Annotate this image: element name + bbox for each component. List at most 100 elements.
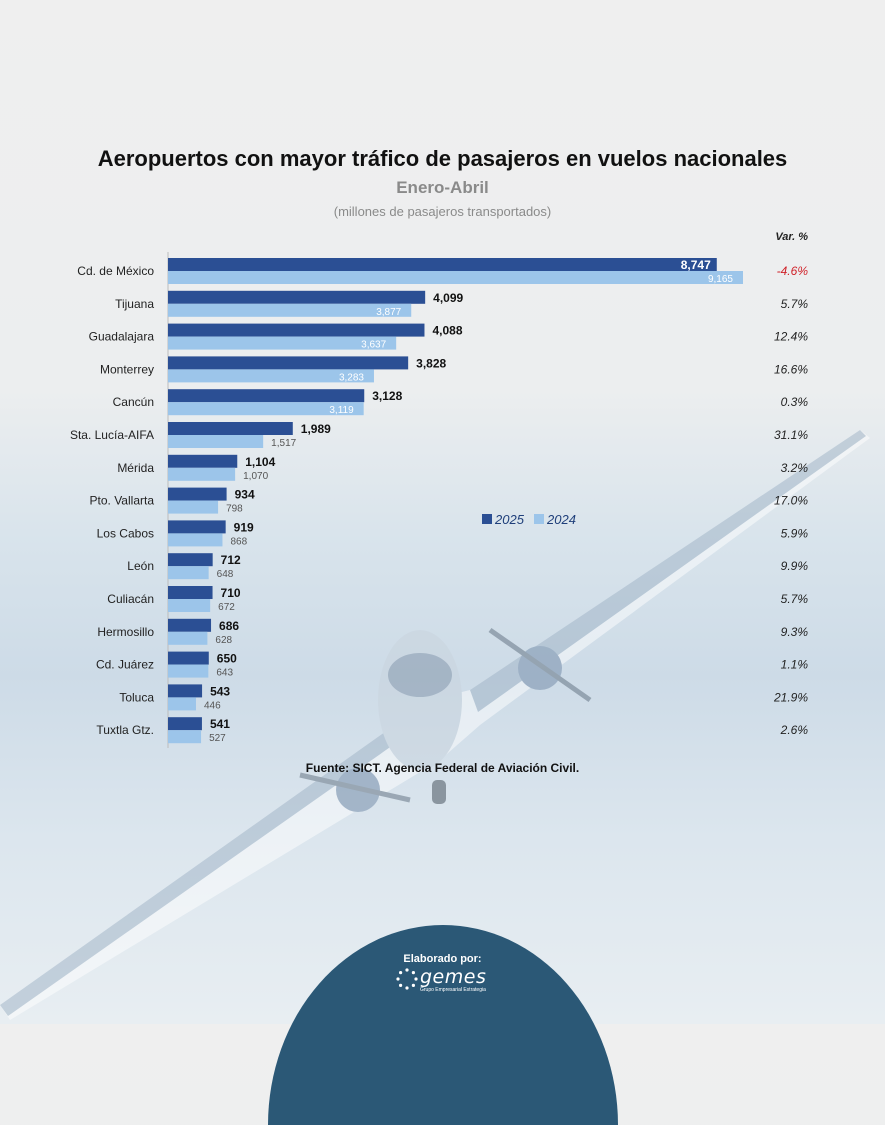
category-label: Hermosillo xyxy=(97,625,154,639)
variation-value: 12.4% xyxy=(774,330,808,344)
bar-2024 xyxy=(168,435,264,448)
data-label-2025: 1,989 xyxy=(301,422,331,436)
variation-value: 16.6% xyxy=(774,362,808,376)
data-label-2024: 3,283 xyxy=(339,372,364,383)
data-label-2024: 446 xyxy=(204,700,221,711)
data-label-2025: 710 xyxy=(221,586,241,600)
variation-value: 5.7% xyxy=(781,297,809,311)
category-label: Mérida xyxy=(117,461,154,475)
bar-2025 xyxy=(168,454,238,468)
bar-chart: Cd. de México 8,747 9,165 -4.6% Tijuana 4,099… xyxy=(70,252,809,748)
variation-value: 5.9% xyxy=(781,526,809,540)
bar-2024 xyxy=(168,271,743,284)
category-label: Los Cabos xyxy=(97,526,154,540)
category-label: Pto. Vallarta xyxy=(90,494,155,508)
gemes-logo-text: gemes xyxy=(420,966,487,988)
category-label: Tuxtla Gtz. xyxy=(96,723,154,737)
legend-swatch-2025 xyxy=(482,514,492,524)
bar-2024 xyxy=(168,533,223,547)
variation-value: 1.1% xyxy=(781,658,809,672)
variation-value: 0.3% xyxy=(781,395,809,409)
bar-2024 xyxy=(168,697,196,711)
data-label-2025: 4,088 xyxy=(432,324,462,338)
bar-2024 xyxy=(168,599,211,612)
bar-2024 xyxy=(168,631,208,645)
data-label-2024: 648 xyxy=(217,569,234,580)
legend-label-2025: 2025 xyxy=(494,512,525,527)
variation-value: 31.1% xyxy=(774,428,808,442)
data-label-2024: 3,119 xyxy=(329,405,354,416)
variation-value: 9.9% xyxy=(781,559,809,573)
data-label-2025: 1,104 xyxy=(245,455,275,469)
legend-label-2024: 2024 xyxy=(546,512,576,527)
data-label-2024: 643 xyxy=(216,668,233,679)
bar-2025 xyxy=(168,323,425,337)
category-label: Sta. Lucía-AIFA xyxy=(70,428,154,442)
bar-2024 xyxy=(168,402,364,416)
data-label-2025: 712 xyxy=(221,553,241,567)
variation-value: -4.6% xyxy=(777,264,809,278)
data-label-2025: 919 xyxy=(234,520,254,534)
data-label-2025: 543 xyxy=(210,684,230,698)
data-label-2024: 9,165 xyxy=(708,274,733,285)
category-label: Culiacán xyxy=(107,592,154,606)
data-label-2024: 1,517 xyxy=(271,438,296,449)
data-label-2025: 3,128 xyxy=(372,389,402,403)
bar-2025 xyxy=(168,651,209,665)
bar-2024 xyxy=(168,730,202,744)
bar-2025 xyxy=(168,389,365,403)
data-label-2025: 8,747 xyxy=(681,258,711,272)
source-note: Fuente: SICT. Agencia Federal de Aviació… xyxy=(305,761,580,775)
category-label: Cd. de México xyxy=(77,264,154,278)
variation-value: 9.3% xyxy=(781,625,809,639)
bar-2024 xyxy=(168,500,219,514)
bar-2024 xyxy=(168,664,209,678)
bar-2025 xyxy=(168,520,226,534)
bar-2024 xyxy=(168,336,397,350)
variation-value: 3.2% xyxy=(781,461,809,475)
variation-header: Var. % xyxy=(775,231,808,243)
variation-value: 17.0% xyxy=(774,494,808,508)
category-label: León xyxy=(127,559,154,573)
data-label-2024: 1,070 xyxy=(243,471,268,482)
gemes-logo-icon xyxy=(396,968,418,990)
bar-2025 xyxy=(168,618,212,632)
data-label-2025: 3,828 xyxy=(416,356,446,370)
airplane-background-image xyxy=(0,430,866,1016)
bar-2025 xyxy=(168,258,717,271)
bar-2025 xyxy=(168,553,213,567)
data-label-2025: 4,099 xyxy=(433,291,463,305)
gemes-logo-tagline: Grupo Empresarial Estrategia xyxy=(420,987,486,993)
bar-2025 xyxy=(168,487,227,501)
chart-units: (millones de pasajeros transportados) xyxy=(333,204,552,219)
bar-2025 xyxy=(168,717,202,731)
bar-2024 xyxy=(168,566,209,580)
bar-2025 xyxy=(168,356,409,370)
category-label: Monterrey xyxy=(100,362,154,376)
data-label-2025: 650 xyxy=(217,652,237,666)
legend-swatch-2024 xyxy=(534,514,544,524)
bar-2024 xyxy=(168,303,412,317)
variation-value: 2.6% xyxy=(780,723,809,737)
data-label-2024: 672 xyxy=(218,602,235,613)
gemes-logo: gemes Grupo Empresarial Estrategia xyxy=(396,966,496,996)
bar-2024 xyxy=(168,467,236,481)
category-label: Cd. Juárez xyxy=(96,658,154,672)
footer-label: Elaborado por: xyxy=(403,953,482,965)
data-label-2025: 541 xyxy=(210,717,230,731)
bar-2024 xyxy=(168,369,374,383)
variation-value: 5.7% xyxy=(781,592,809,606)
variation-value: 21.9% xyxy=(773,690,808,704)
category-label: Toluca xyxy=(119,690,154,704)
data-label-2024: 798 xyxy=(226,504,243,515)
chart-subtitle: Enero-Abril xyxy=(396,178,489,197)
bar-2025 xyxy=(168,586,213,599)
data-label-2024: 3,877 xyxy=(376,307,401,318)
data-label-2024: 868 xyxy=(230,536,247,547)
category-label: Tijuana xyxy=(115,297,154,311)
data-label-2025: 686 xyxy=(219,619,239,633)
category-label: Guadalajara xyxy=(89,330,155,344)
chart-title: Aeropuertos con mayor tráfico de pasajer… xyxy=(97,146,788,171)
data-label-2024: 628 xyxy=(215,635,232,646)
category-label: Cancún xyxy=(113,395,154,409)
